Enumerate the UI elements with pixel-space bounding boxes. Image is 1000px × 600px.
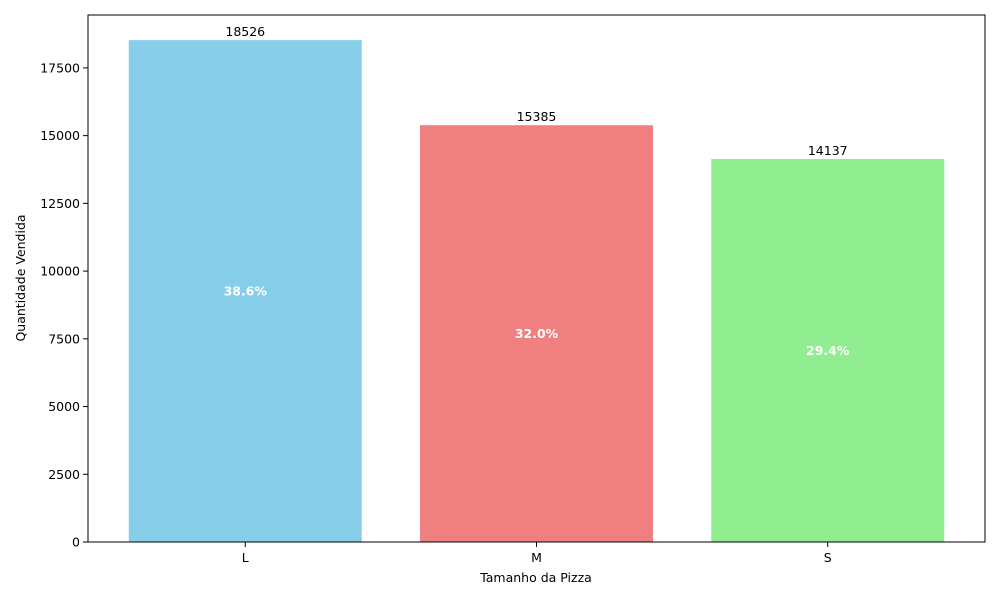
percent-label-L: 38.6% (224, 284, 268, 299)
value-label-M: 15385 (517, 109, 557, 124)
percent-label-S: 29.4% (806, 343, 850, 358)
y-tick-label-1: 2500 (48, 467, 80, 482)
y-tick-label-5: 12500 (40, 196, 80, 211)
value-label-L: 18526 (225, 24, 265, 39)
x-tick-label-S: S (824, 550, 832, 565)
y-tick-label-4: 10000 (40, 264, 80, 279)
percent-label-M: 32.0% (515, 326, 559, 341)
bar-M (420, 125, 653, 542)
bar-S (711, 159, 945, 542)
value-labels-group: 18526 15385 14137 (225, 24, 847, 158)
y-tick-label-3: 7500 (48, 331, 80, 346)
x-axis-label: Tamanho da Pizza (479, 570, 592, 585)
x-tick-label-M: M (531, 550, 542, 565)
y-tick-label-2: 5000 (48, 399, 80, 414)
x-tick-label-L: L (242, 550, 249, 565)
percent-labels-group: 38.6% 32.0% 29.4% (224, 284, 850, 358)
y-axis-ticks: 0 2500 5000 7500 10000 12500 15000 17500 (40, 60, 88, 550)
y-axis-label: Quantidade Vendida (13, 214, 28, 341)
bar-L (128, 40, 362, 542)
bars-group (128, 40, 945, 542)
y-tick-label-6: 15000 (40, 128, 80, 143)
y-tick-label-7: 17500 (40, 60, 80, 75)
y-tick-label-0: 0 (72, 535, 80, 550)
value-label-S: 14137 (808, 143, 848, 158)
